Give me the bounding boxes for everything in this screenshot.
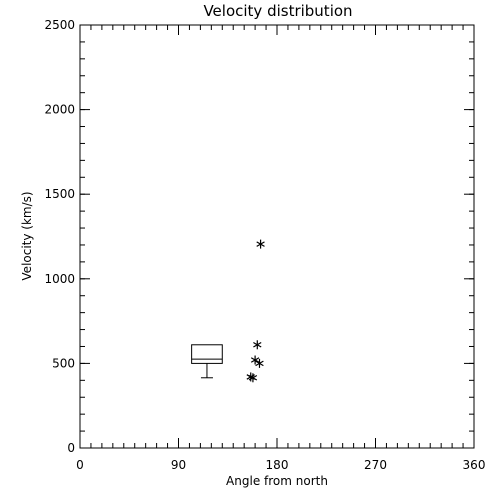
asterisk-stroke [255,360,264,367]
chart-title: Velocity distribution [203,2,352,20]
asterisk-stroke [250,357,260,363]
x-tick-label: 360 [463,458,486,472]
y-tick-label: 1000 [44,272,75,286]
asterisk-stroke [253,342,262,348]
data-point [248,373,258,383]
data-point [255,358,264,368]
y-axis-label: Velocity (km/s) [20,191,34,280]
x-tick-label: 0 [76,458,84,472]
data-point [256,239,265,249]
data-points [246,239,265,383]
y-tick-label: 0 [67,441,75,455]
asterisk-stroke [248,375,258,381]
data-point [250,355,260,365]
x-tick-label: 270 [364,458,387,472]
data-point [253,340,262,350]
box-plot [191,344,223,379]
y-tick-label: 2500 [44,18,75,32]
y-tick-label: 1500 [44,187,75,201]
x-tick-label: 180 [266,458,289,472]
x-tick-label: 90 [171,458,186,472]
axis-ticks: 0 90 180 270 360 0 500 1000 1500 2000 2500 [44,18,485,472]
plot-frame [79,24,475,449]
y-tick-label: 2000 [44,103,75,117]
box-iqr [191,344,223,364]
asterisk-stroke [256,241,265,247]
x-axis-label: Angle from north [226,474,328,488]
y-tick-label: 500 [52,356,75,370]
